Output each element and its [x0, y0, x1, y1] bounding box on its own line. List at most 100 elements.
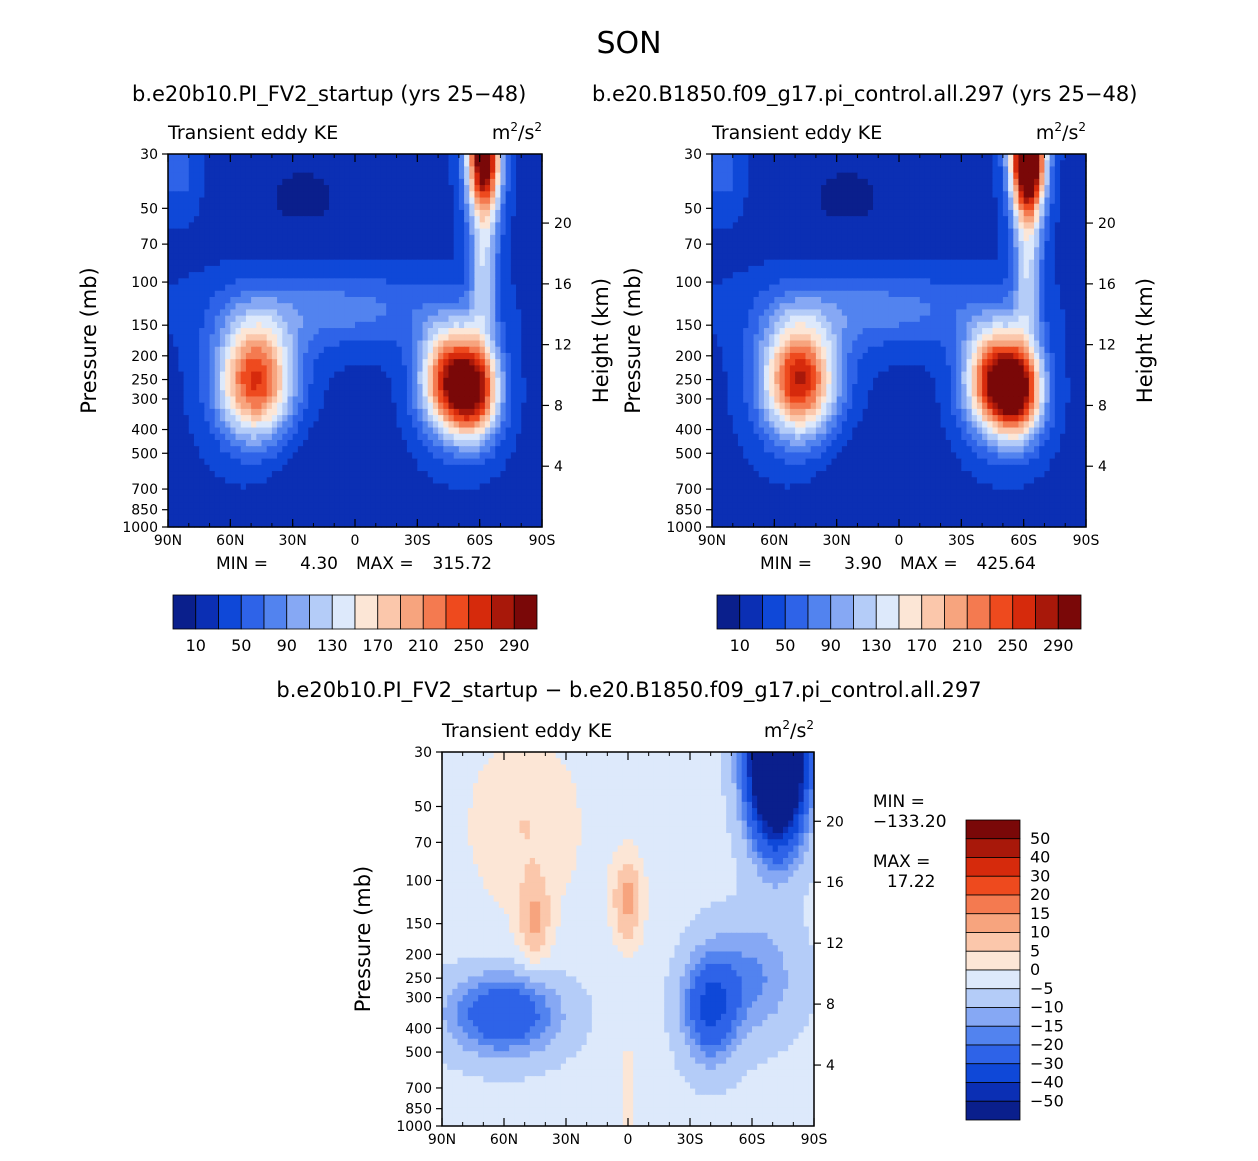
heatmap-cell [271, 390, 278, 398]
heatmap-cell [230, 377, 237, 385]
heatmap-cell [282, 340, 289, 348]
heatmap-cell [303, 396, 309, 404]
heatmap-cell [474, 452, 481, 460]
heatmap-cell [339, 241, 346, 248]
heatmap-cell [339, 514, 346, 522]
heatmap-cell [438, 458, 444, 466]
heatmap-cell [386, 458, 392, 466]
heatmap-cell [240, 209, 247, 217]
heatmap-cell [417, 296, 424, 304]
heatmap-cell [841, 197, 848, 205]
heatmap-cell [204, 340, 211, 348]
heatmap-cell [484, 154, 491, 161]
heatmap-cell [438, 471, 444, 478]
heatmap-cell [235, 216, 242, 223]
heatmap-cell [375, 228, 382, 236]
heatmap-cell [183, 247, 190, 255]
heatmap-cell [443, 427, 450, 435]
heatmap-cell [758, 178, 765, 186]
heatmap-cell [277, 365, 283, 373]
heatmap-cell [401, 290, 408, 298]
heatmap-cell [235, 191, 242, 199]
heatmap-cell [391, 495, 398, 503]
heatmap-cell [209, 222, 216, 230]
heatmap-cell [1044, 160, 1051, 168]
heatmap-cell [370, 365, 377, 373]
heatmap-cell [521, 520, 528, 528]
heatmap-cell [469, 315, 476, 323]
heatmap-cell [240, 396, 247, 404]
heatmap-cell [168, 471, 174, 478]
heatmap-cell [386, 247, 392, 255]
heatmap-cell [329, 197, 335, 205]
heatmap-cell [375, 166, 382, 174]
heatmap-cell [516, 160, 522, 168]
heatmap-cell [490, 477, 496, 485]
heatmap-cell [536, 303, 543, 311]
heatmap-cell [271, 433, 278, 441]
heatmap-cell [334, 346, 341, 354]
heatmap-cell [510, 303, 517, 311]
heatmap-cell [313, 154, 320, 161]
heatmap-cell [966, 178, 973, 186]
heatmap-cell [256, 415, 263, 422]
heatmap-cell [516, 303, 522, 311]
heatmap-cell [727, 154, 734, 161]
heatmap-cell [375, 247, 382, 255]
heatmap-cell [1075, 172, 1082, 180]
heatmap-cell [292, 396, 299, 404]
heatmap-cell [313, 415, 320, 422]
heatmap-cell [308, 197, 315, 205]
heatmap-cell [495, 296, 502, 304]
heatmap-cell [261, 520, 268, 528]
heatmap-cell [375, 483, 382, 491]
heatmap-cell [412, 154, 418, 161]
heatmap-cell [235, 365, 242, 373]
heatmap-cell [225, 359, 231, 366]
heatmap-cell [526, 427, 533, 435]
heatmap-cell [235, 464, 242, 472]
heatmap-cell [505, 303, 512, 311]
heatmap-cell [266, 502, 273, 509]
heatmap-cell [199, 222, 205, 230]
heatmap-cell [287, 427, 294, 435]
heatmap-cell [422, 446, 429, 453]
heatmap-cell [235, 446, 242, 453]
heatmap-cell [1028, 154, 1035, 161]
heatmap-cell [219, 209, 226, 217]
heatmap-cell [355, 415, 361, 422]
heatmap-cell [271, 427, 278, 435]
heatmap-cell [245, 290, 252, 298]
heatmap-cell [401, 477, 408, 485]
heatmap-cell [883, 166, 890, 174]
heatmap-cell [732, 154, 739, 161]
heatmap-cell [438, 377, 444, 385]
heatmap-cell [193, 265, 200, 273]
heatmap-cell [427, 334, 434, 342]
heatmap-cell [261, 365, 268, 373]
heatmap-cell [417, 290, 424, 298]
heatmap-cell [531, 502, 538, 509]
heatmap-cell [458, 272, 465, 279]
heatmap-cell [427, 290, 434, 298]
heatmap-cell [406, 452, 413, 460]
heatmap-cell [417, 439, 424, 447]
heatmap-cell [427, 415, 434, 422]
heatmap-cell [251, 352, 257, 360]
heatmap-cell [1049, 154, 1056, 161]
heatmap-cell [199, 278, 205, 286]
heatmap-cell [344, 222, 351, 230]
heatmap-cell [173, 365, 179, 373]
heatmap-cell [318, 346, 325, 354]
heatmap-cell [370, 191, 377, 199]
heatmap-cell [303, 154, 309, 161]
heatmap-cell [292, 464, 299, 472]
heatmap-cell [282, 402, 289, 410]
heatmap-cell [474, 408, 481, 416]
heatmap-cell [712, 191, 718, 199]
heatmap-cell [422, 284, 429, 292]
heatmap-cell [427, 191, 434, 199]
heatmap-cell [774, 154, 781, 161]
heatmap-cell [469, 290, 476, 298]
heatmap-cell [193, 489, 200, 497]
